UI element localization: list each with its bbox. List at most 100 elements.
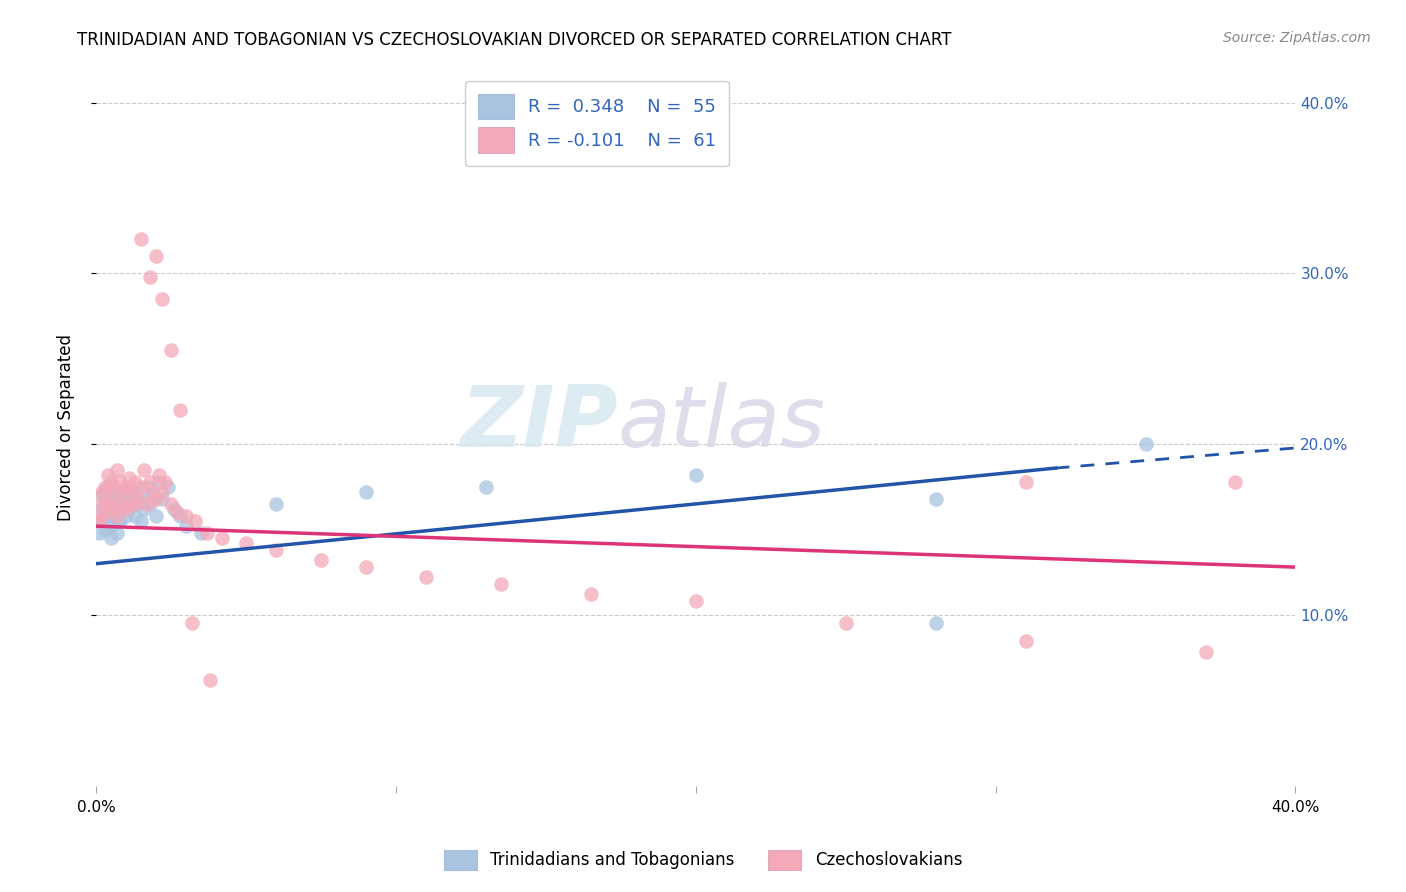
Point xyxy=(174,519,197,533)
Point xyxy=(94,480,117,494)
Point xyxy=(169,403,191,417)
Point xyxy=(139,475,162,489)
Point xyxy=(129,480,152,494)
Point xyxy=(115,502,138,516)
Point xyxy=(129,514,152,528)
Point xyxy=(111,485,134,500)
Point xyxy=(142,485,165,500)
Point xyxy=(124,475,146,489)
Point xyxy=(115,508,138,523)
Point xyxy=(121,488,143,502)
Point xyxy=(354,560,377,574)
Point xyxy=(105,463,128,477)
Point xyxy=(103,502,125,516)
Point xyxy=(924,491,946,506)
Text: TRINIDADIAN AND TOBAGONIAN VS CZECHOSLOVAKIAN DIVORCED OR SEPARATED CORRELATION : TRINIDADIAN AND TOBAGONIAN VS CZECHOSLOV… xyxy=(77,31,952,49)
Point xyxy=(150,485,173,500)
Point xyxy=(264,543,287,558)
Point xyxy=(121,497,143,511)
Point xyxy=(105,497,128,511)
Point xyxy=(108,488,131,502)
Point xyxy=(136,480,159,494)
Point xyxy=(124,485,146,500)
Point xyxy=(97,467,120,482)
Point xyxy=(1014,633,1036,648)
Point xyxy=(127,491,149,506)
Point xyxy=(105,525,128,540)
Point xyxy=(94,523,117,537)
Point xyxy=(169,508,191,523)
Point xyxy=(1225,475,1247,489)
Point xyxy=(97,480,120,494)
Point xyxy=(1194,645,1216,659)
Point xyxy=(129,232,152,246)
Point xyxy=(211,531,233,545)
Point xyxy=(145,491,167,506)
Point xyxy=(309,553,332,567)
Legend: R =  0.348    N =  55, R = -0.101    N =  61: R = 0.348 N = 55, R = -0.101 N = 61 xyxy=(465,81,728,166)
Point xyxy=(139,269,162,284)
Point xyxy=(118,471,141,485)
Point xyxy=(91,488,114,502)
Text: ZIP: ZIP xyxy=(460,382,617,465)
Point xyxy=(100,497,122,511)
Point xyxy=(415,570,437,584)
Point xyxy=(105,514,128,528)
Point xyxy=(111,497,134,511)
Point xyxy=(235,536,257,550)
Point xyxy=(181,616,204,631)
Point xyxy=(87,514,110,528)
Point xyxy=(100,531,122,545)
Point xyxy=(354,485,377,500)
Point xyxy=(105,508,128,523)
Point xyxy=(924,616,946,631)
Point xyxy=(124,508,146,523)
Point xyxy=(97,491,120,506)
Point xyxy=(115,491,138,506)
Point xyxy=(148,475,170,489)
Point xyxy=(94,497,117,511)
Point xyxy=(91,508,114,523)
Point xyxy=(132,463,155,477)
Point xyxy=(153,475,176,489)
Point xyxy=(103,488,125,502)
Point xyxy=(174,508,197,523)
Point xyxy=(264,497,287,511)
Point xyxy=(108,514,131,528)
Point xyxy=(145,249,167,263)
Text: atlas: atlas xyxy=(617,382,825,465)
Point xyxy=(129,491,152,506)
Legend: Trinidadians and Tobagonians, Czechoslovakians: Trinidadians and Tobagonians, Czechoslov… xyxy=(437,843,969,877)
Point xyxy=(148,467,170,482)
Point xyxy=(156,480,179,494)
Point xyxy=(136,497,159,511)
Point xyxy=(91,485,114,500)
Point xyxy=(579,587,602,601)
Point xyxy=(685,594,707,608)
Point xyxy=(108,502,131,516)
Point xyxy=(108,475,131,489)
Point xyxy=(184,514,207,528)
Point xyxy=(108,497,131,511)
Point xyxy=(127,497,149,511)
Point xyxy=(100,519,122,533)
Point xyxy=(91,502,114,516)
Point xyxy=(166,506,188,520)
Point xyxy=(118,480,141,494)
Point xyxy=(163,502,186,516)
Point xyxy=(87,497,110,511)
Point xyxy=(160,497,183,511)
Point xyxy=(834,616,856,631)
Point xyxy=(118,497,141,511)
Point xyxy=(475,480,498,494)
Point xyxy=(97,497,120,511)
Point xyxy=(1135,437,1157,451)
Point xyxy=(100,475,122,489)
Point xyxy=(489,577,512,591)
Point xyxy=(150,292,173,306)
Point xyxy=(124,497,146,511)
Point xyxy=(87,514,110,528)
Point xyxy=(150,491,173,506)
Point xyxy=(198,673,221,687)
Point xyxy=(118,502,141,516)
